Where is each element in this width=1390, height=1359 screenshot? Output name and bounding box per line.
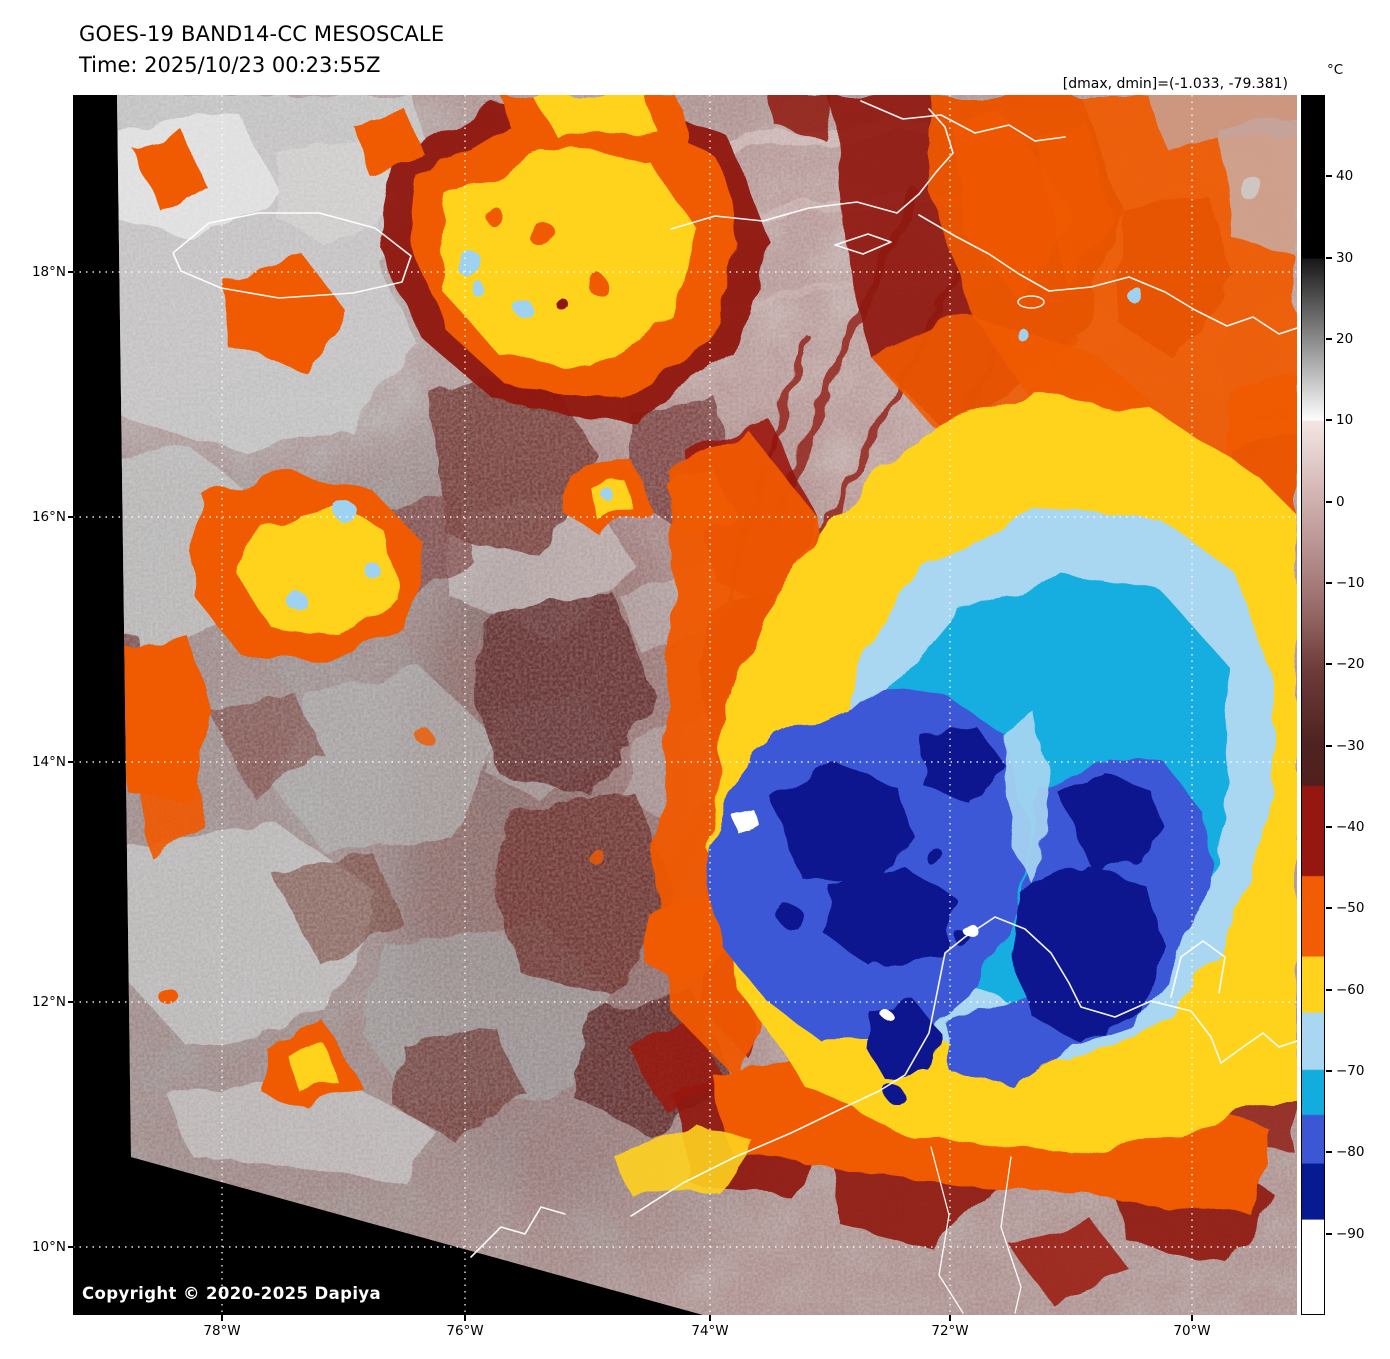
temperature-colorbar (1301, 95, 1325, 1315)
cdo-layer (705, 507, 1275, 1104)
colorbar-tick: −10 (1326, 575, 1365, 591)
product-title: GOES-19 BAND14-CC MESOSCALE (79, 22, 445, 46)
coastline-layer (172, 100, 1297, 1314)
lat-axis-label: 10°N (12, 1238, 74, 1256)
colorbar-tick: 20 (1325, 331, 1354, 347)
colorbar-tick: −40 (1326, 819, 1365, 835)
colorbar-tick: −50 (1326, 900, 1365, 916)
colorbar-tick: 0 (1326, 494, 1345, 510)
colorbar-tick: 40 (1325, 168, 1354, 184)
lon-axis-label: 70°W (1160, 1315, 1224, 1340)
lat-axis-label: 12°N (12, 993, 74, 1011)
lon-axis-label: 74°W (678, 1315, 742, 1340)
product-time: Time: 2025/10/23 00:23:55Z (79, 53, 381, 77)
colorbar-tick: −80 (1326, 1144, 1365, 1160)
colorbar-tick: −20 (1326, 656, 1365, 672)
colorbar-tick: 30 (1325, 250, 1354, 266)
lon-axis-label: 78°W (190, 1315, 254, 1340)
dmax-dmin-readout: [dmax, dmin]=(-1.033, -79.381) (1062, 76, 1288, 92)
colorbar-tick: −30 (1326, 738, 1365, 754)
imagery (117, 95, 1297, 1315)
satellite-imagery (73, 95, 1297, 1315)
map-frame: Copyright © 2020-2025 Dapiya (73, 95, 1297, 1315)
colorbar-tick: −90 (1326, 1226, 1365, 1242)
colorbar-tick: 10 (1325, 412, 1354, 428)
lat-axis-label: 18°N (12, 263, 74, 281)
colorbar-tick: −60 (1326, 982, 1365, 998)
lon-axis-label: 72°W (918, 1315, 982, 1340)
lon-axis-label: 76°W (433, 1315, 497, 1340)
lat-axis-label: 16°N (12, 508, 74, 526)
colorbar-tick: −70 (1326, 1063, 1365, 1079)
latlon-gridlines (73, 95, 1297, 1315)
colorbar-unit-label: °C (1327, 62, 1344, 78)
lat-axis-label: 14°N (12, 753, 74, 771)
copyright-watermark: Copyright © 2020-2025 Dapiya (82, 1284, 382, 1303)
